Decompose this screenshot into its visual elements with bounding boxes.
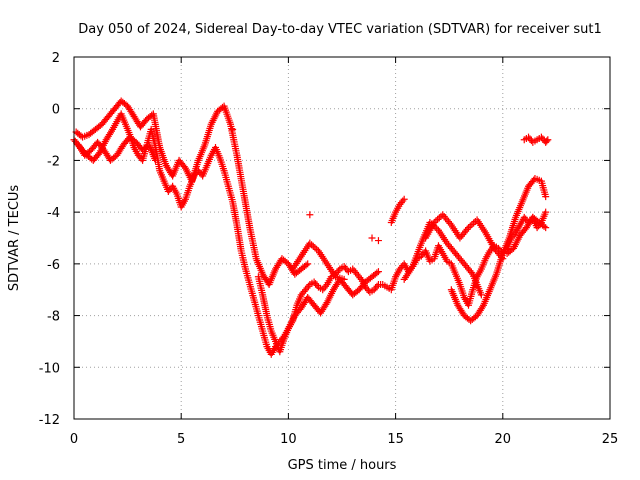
x-tick-label-4: 20	[495, 432, 512, 447]
data-point-942	[308, 241, 316, 249]
y-tick-label-7: -12	[39, 413, 60, 428]
data-point-328	[373, 282, 381, 290]
data-point-1133	[478, 303, 486, 311]
data-point-925	[373, 269, 381, 277]
y-tick-label-0: 2	[52, 51, 60, 66]
data-point-964	[340, 275, 348, 283]
x-tick-label-5: 25	[602, 432, 619, 447]
data-point-1255	[544, 136, 552, 144]
y-tick-label-3: -4	[47, 206, 60, 221]
data-point-1240	[542, 224, 550, 232]
data-point-1080	[466, 222, 474, 230]
data-point-926	[374, 268, 382, 276]
data-point-1257	[368, 234, 376, 242]
y-axis-ticks: 2 0 -2 -4 -6 -8 -10 -12	[39, 51, 610, 428]
y-tick-label-5: -8	[47, 310, 60, 325]
data-point-1065	[446, 219, 454, 227]
data-point-1258	[374, 237, 382, 245]
data-point-1046	[477, 291, 485, 299]
x-tick-label-2: 10	[280, 432, 297, 447]
data-point-941	[306, 239, 314, 247]
data-point-1078	[463, 225, 471, 233]
data-point-31	[108, 127, 116, 135]
data-point-976	[399, 197, 407, 205]
data-point-1256	[306, 211, 314, 219]
y-axis-label: SDTVAR / TECUs	[7, 185, 22, 292]
data-point-1259	[229, 125, 237, 133]
data-point-1254	[543, 137, 551, 145]
data-point-303	[334, 267, 342, 275]
grid-lines	[74, 57, 610, 419]
data-point-741	[302, 261, 310, 269]
data-point-1081	[468, 221, 476, 229]
y-tick-label-1: 0	[52, 103, 60, 118]
data-point-284	[304, 282, 312, 290]
data-point-1056	[432, 217, 440, 225]
y-tick-label-6: -10	[39, 361, 60, 376]
x-tick-label-1: 5	[177, 432, 185, 447]
data-point-945	[313, 245, 321, 253]
y-tick-label-2: -2	[47, 154, 60, 169]
data-point-1058	[435, 214, 443, 222]
data-point-977	[400, 195, 408, 203]
x-axis-ticks: 0 5 10 15 20 25	[70, 57, 618, 447]
data-point-479	[542, 208, 550, 216]
x-tick-label-3: 15	[387, 432, 404, 447]
data-point-805	[151, 156, 159, 164]
data-point-289	[313, 281, 321, 289]
data-point-944	[311, 244, 319, 252]
data-point-294	[322, 282, 330, 290]
data-point-316	[356, 274, 364, 282]
data-point-1239	[540, 222, 548, 230]
data-point-1057	[434, 215, 442, 223]
x-tick-label-0: 0	[70, 432, 78, 447]
data-point-1055	[430, 218, 438, 226]
data-point-943	[309, 242, 317, 250]
data-point-742	[304, 260, 312, 268]
data-points	[70, 97, 552, 358]
data-point-1035	[467, 268, 475, 276]
data-point-1082	[470, 219, 478, 227]
chart-title: Day 050 of 2024, Sidereal Day-to-day VTE…	[78, 22, 602, 37]
data-point-1209	[542, 193, 550, 201]
data-point-1079	[464, 224, 472, 232]
data-point-885	[322, 300, 330, 308]
x-axis-label: GPS time / hours	[288, 458, 397, 473]
y-tick-label-4: -6	[47, 258, 60, 273]
plot-frame	[73, 56, 611, 420]
